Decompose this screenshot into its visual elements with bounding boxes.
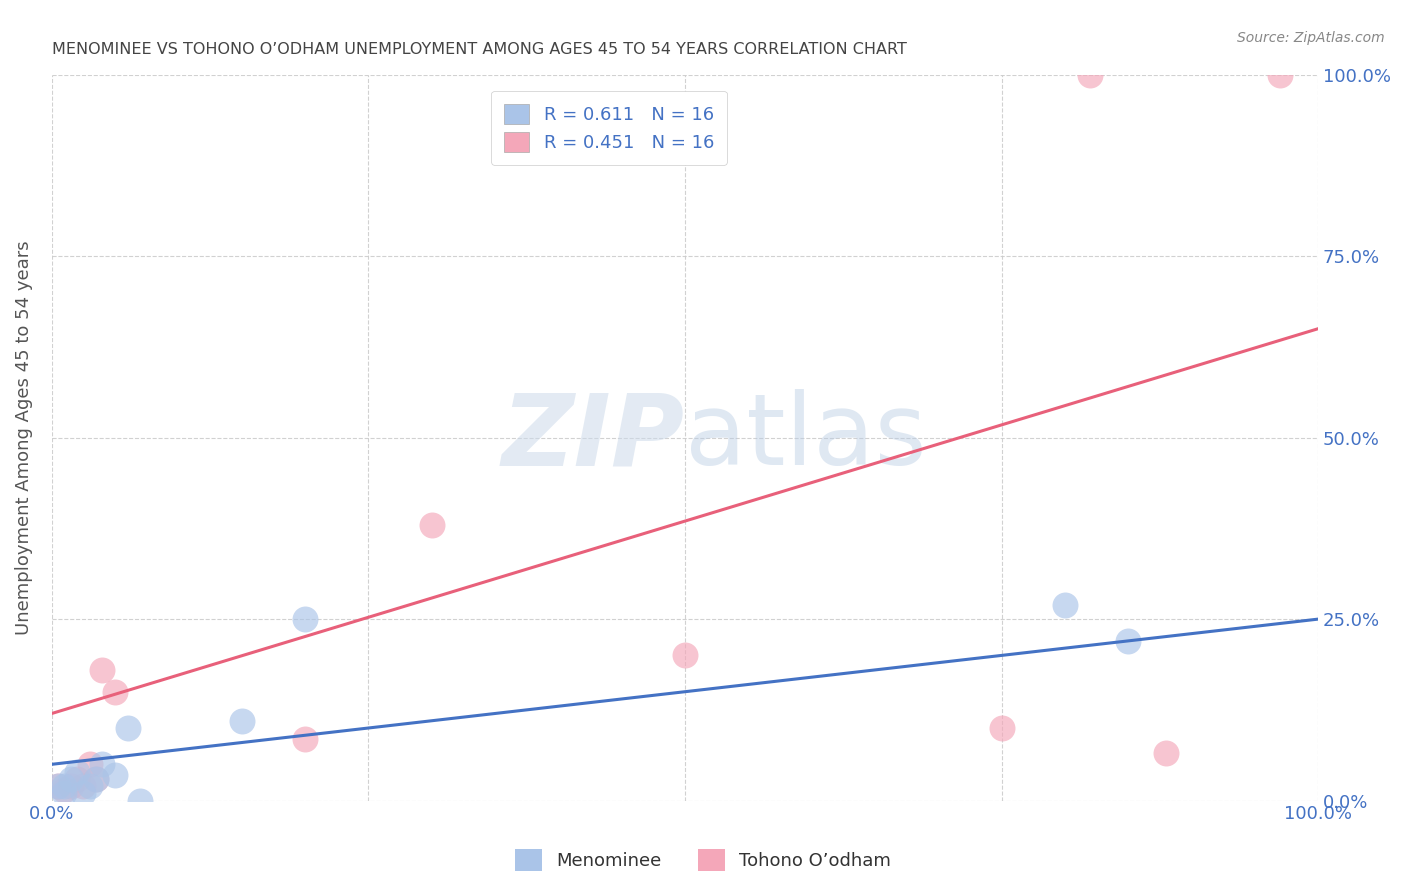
Text: ZIP: ZIP	[502, 389, 685, 486]
Point	[91, 663, 114, 677]
Point	[53, 782, 76, 797]
Point	[72, 786, 94, 800]
Point	[66, 764, 89, 779]
Point	[129, 794, 152, 808]
Text: atlas: atlas	[685, 389, 927, 486]
Point	[53, 786, 76, 800]
Point	[1116, 633, 1139, 648]
Point	[66, 772, 89, 786]
Legend: R = 0.611   N = 16, R = 0.451   N = 16: R = 0.611 N = 16, R = 0.451 N = 16	[491, 91, 727, 165]
Point	[420, 517, 443, 532]
Point	[104, 684, 127, 698]
Point	[46, 779, 69, 793]
Point	[231, 714, 253, 728]
Point	[117, 721, 139, 735]
Point	[84, 772, 107, 786]
Point	[1053, 598, 1076, 612]
Point	[79, 757, 101, 772]
Point	[1154, 747, 1177, 761]
Point	[990, 721, 1012, 735]
Point	[84, 772, 107, 786]
Point	[53, 779, 76, 793]
Point	[294, 612, 316, 626]
Point	[1078, 68, 1101, 82]
Point	[91, 757, 114, 772]
Point	[104, 768, 127, 782]
Text: Source: ZipAtlas.com: Source: ZipAtlas.com	[1237, 31, 1385, 45]
Point	[79, 779, 101, 793]
Point	[673, 648, 696, 663]
Point	[294, 731, 316, 746]
Point	[46, 779, 69, 793]
Legend: Menominee, Tohono O’odham: Menominee, Tohono O’odham	[508, 842, 898, 879]
Text: MENOMINEE VS TOHONO O’ODHAM UNEMPLOYMENT AMONG AGES 45 TO 54 YEARS CORRELATION C: MENOMINEE VS TOHONO O’ODHAM UNEMPLOYMENT…	[52, 42, 907, 57]
Point	[59, 779, 82, 793]
Point	[59, 772, 82, 786]
Point	[1268, 68, 1291, 82]
Point	[72, 779, 94, 793]
Y-axis label: Unemployment Among Ages 45 to 54 years: Unemployment Among Ages 45 to 54 years	[15, 240, 32, 635]
